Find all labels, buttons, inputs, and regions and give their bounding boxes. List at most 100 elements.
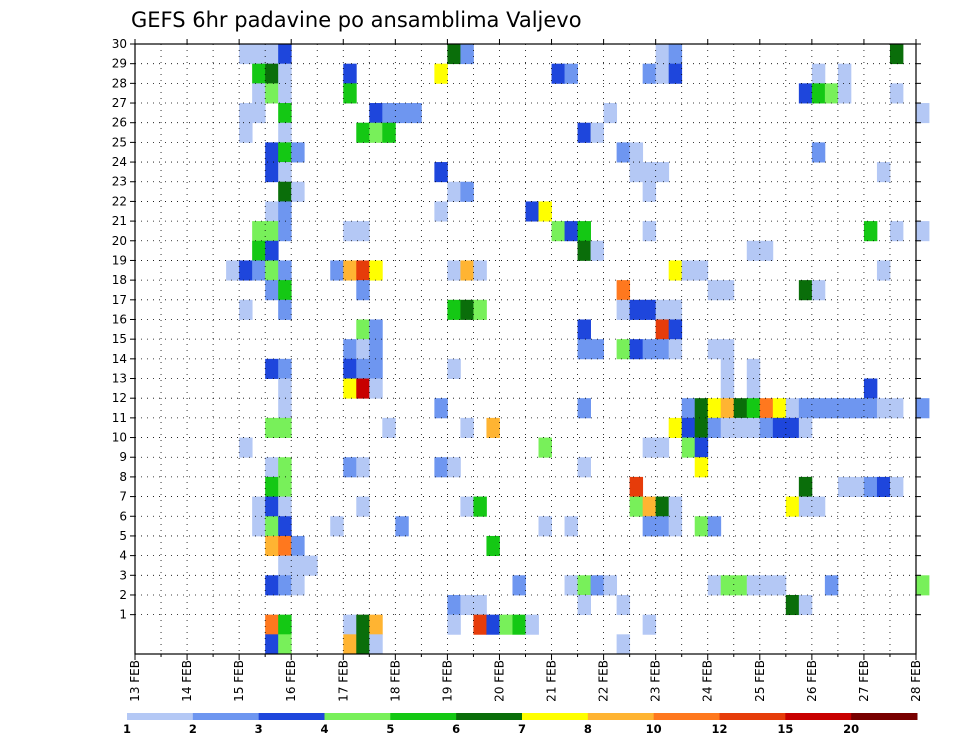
heatmap-cell [564, 516, 578, 537]
heatmap-cell [278, 299, 292, 320]
heatmap-cell [278, 358, 292, 379]
heatmap-cell [824, 575, 839, 596]
x-tick-label: 18 FEB [388, 660, 402, 702]
heatmap-cell [551, 221, 565, 242]
x-tick-label: 15 FEB [232, 660, 246, 702]
heatmap-cell [291, 555, 305, 576]
heatmap-cell [642, 162, 657, 183]
heatmap-cell [811, 398, 826, 419]
heatmap-cell [265, 142, 279, 163]
heatmap-cell [850, 398, 865, 419]
heatmap-cell [603, 575, 618, 596]
heatmap-cell [369, 103, 383, 124]
heatmap-cell [668, 319, 683, 340]
heatmap-cell [434, 63, 448, 84]
x-tick-label: 20 FEB [492, 660, 506, 702]
heatmap-cell [447, 457, 461, 478]
heatmap-cell [837, 63, 852, 84]
heatmap-cell [265, 63, 279, 84]
heatmap-cells [226, 44, 930, 655]
heatmap-cell [369, 260, 383, 281]
heatmap-cell [291, 181, 305, 202]
heatmap-cell [395, 103, 409, 124]
heatmap-cell [252, 516, 266, 537]
heatmap-cell [759, 398, 774, 419]
heatmap-cell [642, 516, 657, 537]
x-tick-label: 24 FEB [701, 660, 715, 702]
heatmap-cell [434, 398, 448, 419]
heatmap-cell [746, 575, 761, 596]
y-tick-label: 18 [112, 273, 127, 287]
y-tick-label: 6 [119, 509, 127, 523]
colorbar-label: 2 [189, 722, 197, 736]
heatmap-cell [447, 181, 461, 202]
heatmap-cell [798, 594, 813, 616]
heatmap-cell [473, 594, 487, 616]
heatmap-cell [889, 44, 904, 65]
heatmap-cell [837, 83, 852, 104]
heatmap-cell [577, 319, 591, 340]
heatmap-cell [629, 339, 644, 360]
heatmap-cell [460, 496, 474, 517]
y-tick-label: 24 [112, 155, 127, 169]
heatmap-cell [916, 103, 930, 124]
heatmap-cell [694, 457, 709, 478]
heatmap-cell [811, 496, 826, 517]
colorbar-swatch [258, 713, 325, 720]
heatmap-cell [434, 162, 448, 183]
heatmap-cell [460, 594, 474, 616]
heatmap-cell [369, 358, 383, 379]
heatmap-cell [655, 299, 670, 320]
colorbar-swatch [522, 713, 589, 720]
heatmap-cell [356, 221, 370, 242]
heatmap-cell [746, 417, 761, 438]
heatmap-cell [239, 437, 253, 458]
heatmap-cell [916, 575, 930, 596]
heatmap-cell [577, 594, 591, 616]
x-tick-label: 25 FEB [753, 660, 767, 702]
heatmap-cell [889, 398, 904, 419]
heatmap-cell [343, 221, 357, 242]
heatmap-cell [642, 614, 657, 635]
heatmap-cell [889, 476, 904, 497]
heatmap-cell [356, 378, 370, 399]
heatmap-cell [733, 398, 748, 419]
heatmap-cell [447, 260, 461, 281]
y-tick-label: 28 [112, 76, 127, 90]
heatmap-cell [343, 83, 357, 104]
heatmap-cell [642, 221, 657, 242]
heatmap-cell [889, 221, 904, 242]
y-tick-label: 4 [119, 549, 127, 563]
chart-title: GEFS 6hr padavine po ansamblima Valjevo [131, 8, 582, 32]
x-tick-label: 16 FEB [284, 660, 298, 702]
heatmap-cell [395, 516, 409, 537]
heatmap-cell [356, 319, 370, 340]
heatmap-cell [265, 516, 279, 537]
colorbar-swatch [324, 713, 391, 720]
heatmap-cell [343, 339, 357, 360]
heatmap-cell [265, 260, 279, 281]
heatmap-cell [525, 201, 539, 222]
y-tick-label: 20 [112, 234, 127, 248]
heatmap-cell [382, 103, 396, 124]
heatmap-cell [343, 63, 357, 84]
heatmap-cell [265, 221, 279, 242]
heatmap-cell [798, 496, 813, 517]
heatmap-cell [304, 555, 318, 576]
heatmap-cell [564, 63, 578, 84]
heatmap-cell [642, 437, 657, 458]
heatmap-cell [252, 260, 266, 281]
y-tick-label: 9 [119, 450, 127, 464]
heatmap-cell [252, 44, 266, 65]
heatmap-cell [330, 516, 344, 537]
heatmap-cell [681, 437, 696, 458]
heatmap-cell [265, 201, 279, 222]
heatmap-cell [720, 417, 735, 438]
heatmap-cell [577, 122, 591, 143]
heatmap-cell [668, 63, 683, 84]
heatmap-cell [694, 437, 709, 458]
heatmap-cell [278, 614, 292, 635]
colorbar-label: 4 [320, 722, 328, 736]
heatmap-cell [746, 240, 761, 261]
y-tick-label: 7 [119, 490, 127, 504]
